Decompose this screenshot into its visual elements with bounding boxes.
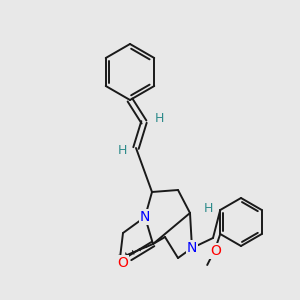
Text: N: N bbox=[187, 241, 197, 255]
Text: H: H bbox=[154, 112, 164, 125]
Text: O: O bbox=[210, 244, 221, 258]
Text: H: H bbox=[117, 143, 127, 157]
Text: N: N bbox=[140, 210, 150, 224]
Text: H: H bbox=[203, 202, 213, 215]
Text: O: O bbox=[118, 256, 128, 270]
